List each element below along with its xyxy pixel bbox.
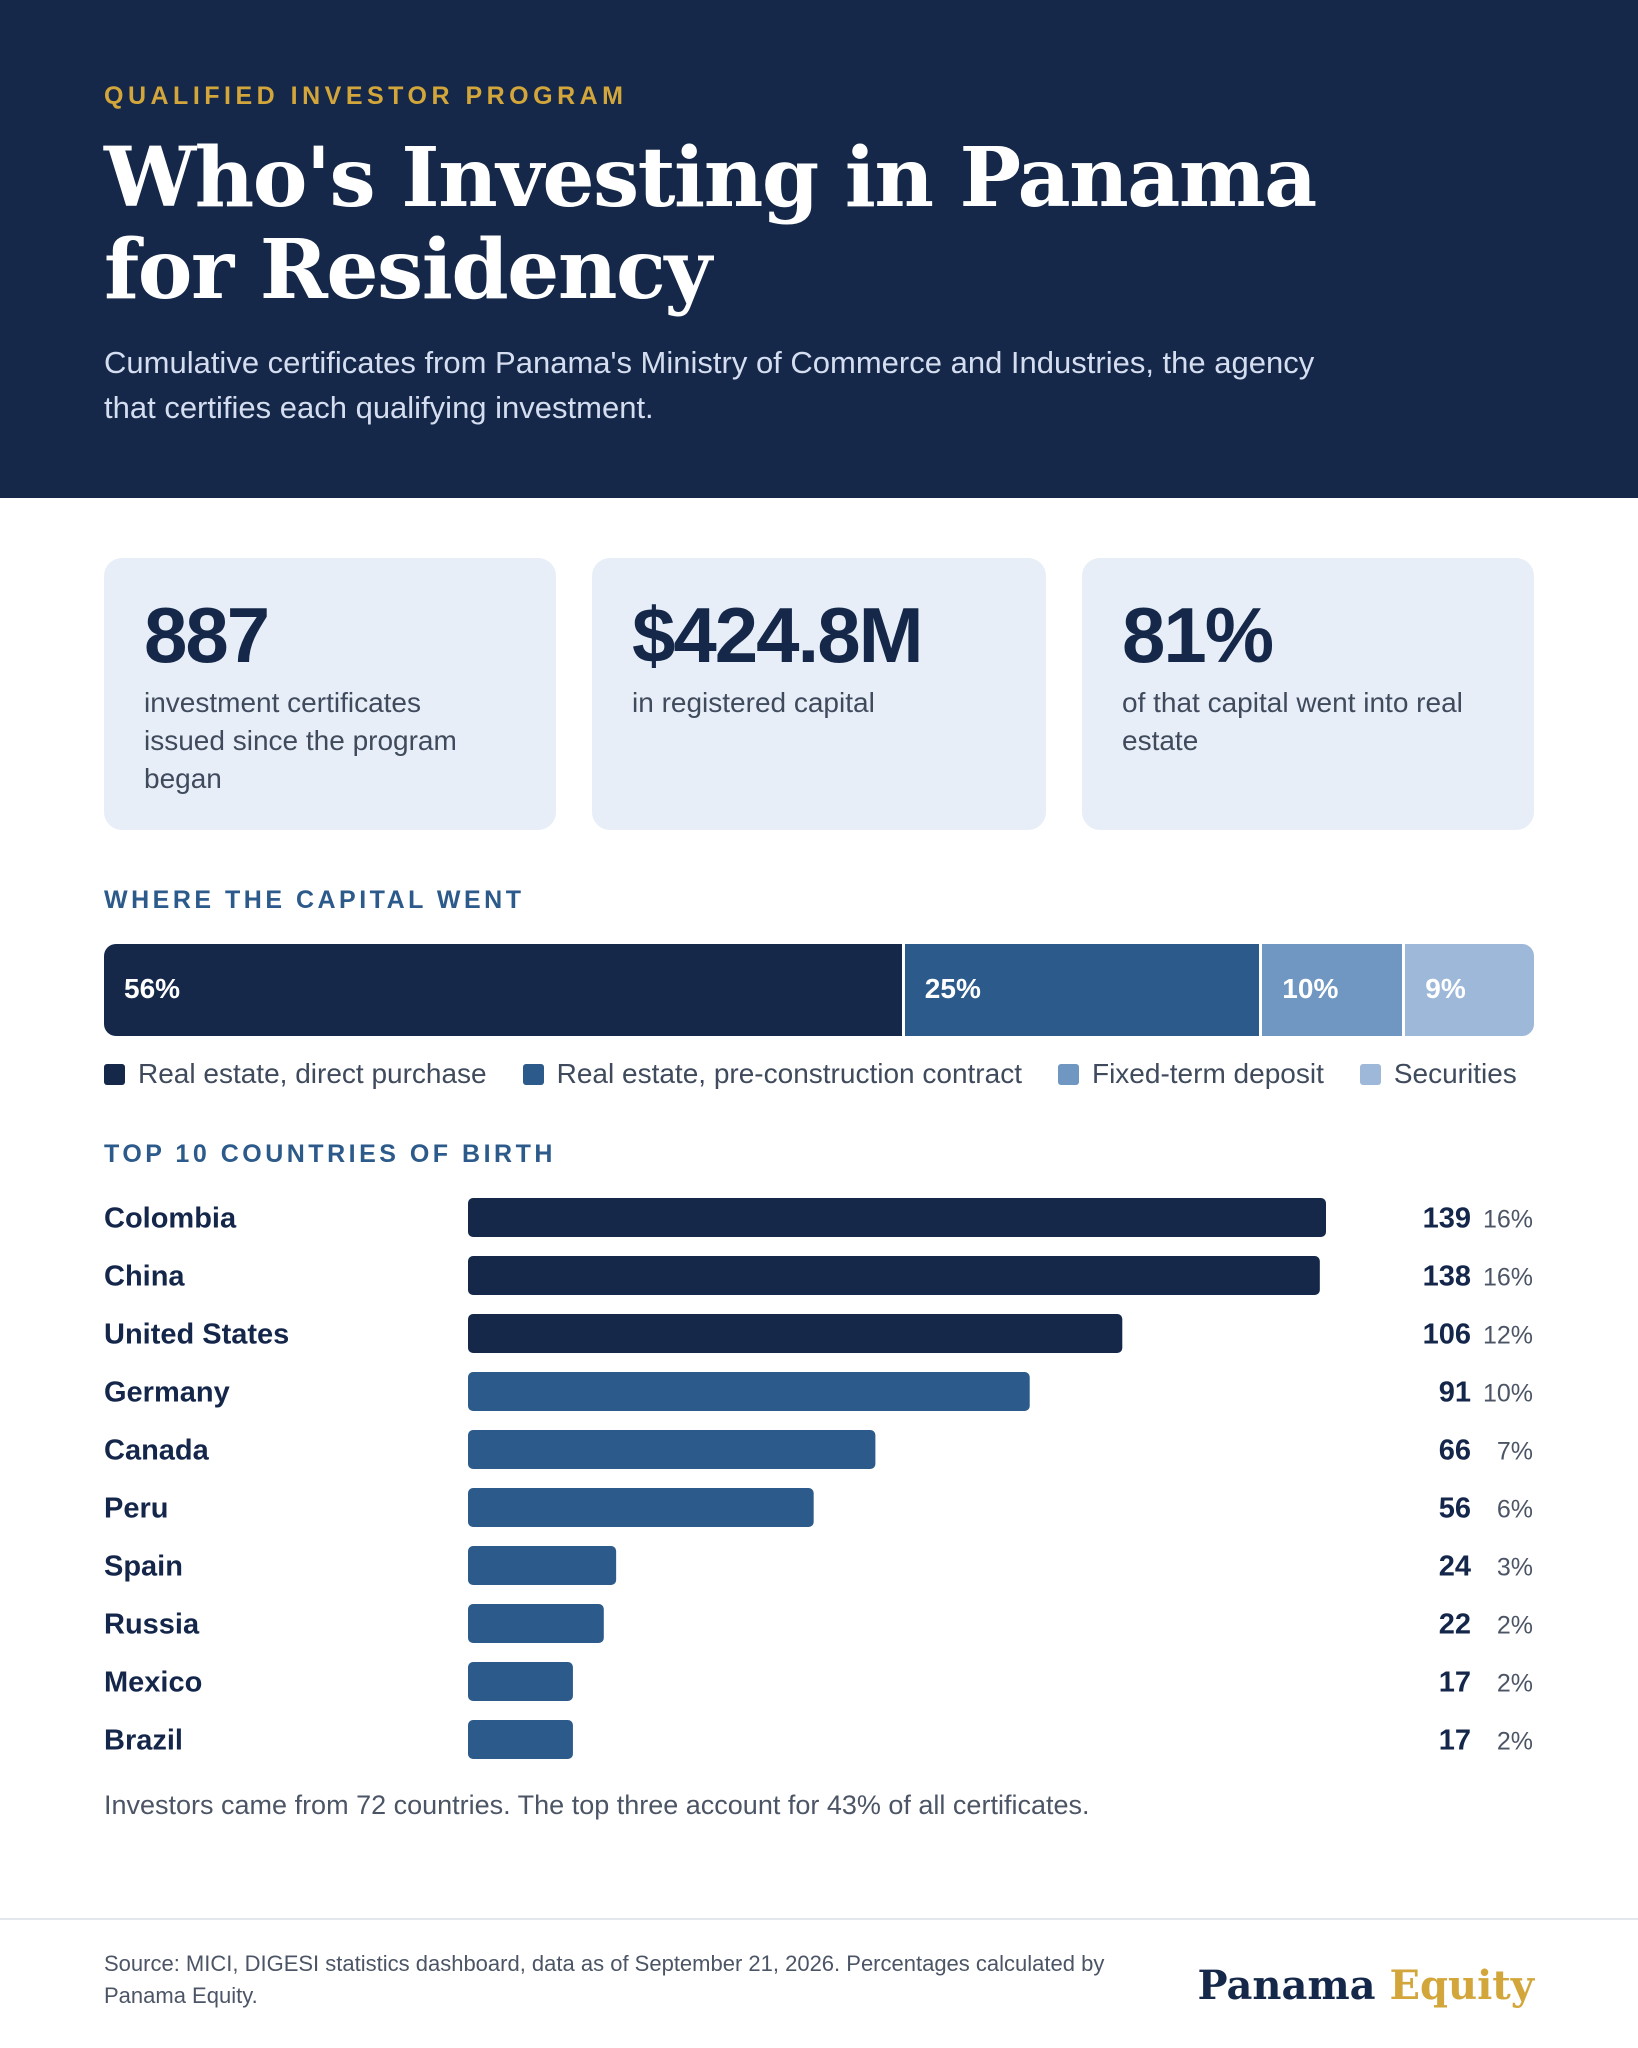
legend-item: Real estate, pre-construction contract bbox=[522, 1058, 1022, 1090]
capital-segment-label: 9% bbox=[1425, 973, 1466, 1004]
country-bar bbox=[468, 1372, 1030, 1411]
stat-card-certificates: 887 investment certificates issued since… bbox=[104, 558, 556, 830]
country-bar bbox=[468, 1662, 573, 1701]
country-label: Brazil bbox=[104, 1725, 183, 1757]
country-percent: 16% bbox=[1483, 1206, 1533, 1234]
stat-label: investment certificates issued since the… bbox=[144, 687, 457, 794]
capital-segment: 9% bbox=[1405, 944, 1534, 1036]
legend-label: Real estate, direct purchase bbox=[138, 1058, 487, 1089]
country-percent: 6% bbox=[1497, 1496, 1533, 1524]
capital-stacked-bar: 56% 25% 10% 9% bbox=[104, 944, 1534, 1036]
country-percent: 12% bbox=[1483, 1322, 1533, 1350]
country-bar bbox=[468, 1256, 1320, 1295]
brand-primary: Panama bbox=[1197, 1962, 1376, 2009]
stat-value: 81% bbox=[1122, 591, 1274, 679]
country-value: 139 bbox=[1423, 1203, 1471, 1235]
legend-swatch bbox=[1359, 1063, 1381, 1085]
country-percent: 7% bbox=[1497, 1438, 1533, 1466]
legend-swatch bbox=[104, 1063, 125, 1085]
stat-card-real-estate-share: 81% of that capital went into real estat… bbox=[1082, 558, 1534, 830]
legend-label: Fixed-term deposit bbox=[1091, 1058, 1324, 1089]
stat-value: $424.8M bbox=[632, 591, 924, 679]
country-label: Mexico bbox=[104, 1667, 202, 1699]
country-label: United States bbox=[104, 1319, 289, 1351]
legend-label: Real estate, pre-construction contract bbox=[556, 1058, 1022, 1089]
country-percent: 2% bbox=[1497, 1670, 1533, 1698]
country-percent: 16% bbox=[1483, 1264, 1533, 1292]
page-subtitle: Cumulative certificates from Panama's Mi… bbox=[104, 345, 1315, 425]
country-label: Colombia bbox=[104, 1203, 237, 1235]
legend-swatch bbox=[522, 1063, 544, 1085]
country-percent: 2% bbox=[1497, 1728, 1533, 1756]
country-value: 91 bbox=[1439, 1377, 1471, 1409]
country-label: Canada bbox=[104, 1435, 210, 1467]
legend-swatch bbox=[1057, 1063, 1079, 1085]
country-bar bbox=[468, 1430, 876, 1469]
country-percent: 3% bbox=[1497, 1554, 1533, 1582]
legend-item: Fixed-term deposit bbox=[1057, 1058, 1324, 1090]
country-value: 66 bbox=[1439, 1435, 1471, 1467]
country-value: 56 bbox=[1439, 1493, 1471, 1525]
country-value: 138 bbox=[1423, 1261, 1471, 1293]
countries-note: Investors came from 72 countries. The to… bbox=[104, 1790, 1090, 1820]
country-value: 24 bbox=[1439, 1551, 1471, 1583]
capital-segment-label: 25% bbox=[924, 973, 981, 1004]
countries-bar-chart: Colombia 139 16% China 138 16% United States 10… bbox=[104, 1198, 1533, 1759]
country-bar bbox=[468, 1488, 814, 1527]
legend-item: Securities bbox=[1359, 1058, 1517, 1090]
stat-label: of that capital went into real estate bbox=[1122, 687, 1463, 756]
brand-logo: Panama Equity bbox=[1197, 1962, 1534, 2009]
capital-segment-label: 10% bbox=[1282, 973, 1339, 1004]
countries-section-title: TOP 10 COUNTRIES OF BIRTH bbox=[104, 1140, 556, 1168]
country-label: China bbox=[104, 1261, 185, 1293]
capital-segment-label: 56% bbox=[124, 973, 181, 1004]
country-bar bbox=[468, 1546, 617, 1585]
country-percent: 10% bbox=[1483, 1380, 1533, 1408]
country-bar bbox=[468, 1198, 1326, 1237]
legend-label: Securities bbox=[1393, 1058, 1517, 1089]
country-label: Russia bbox=[104, 1609, 200, 1641]
country-value: 17 bbox=[1439, 1725, 1471, 1757]
capital-segment: 25% bbox=[904, 944, 1260, 1036]
country-value: 17 bbox=[1439, 1667, 1471, 1699]
country-label: Peru bbox=[104, 1493, 168, 1525]
capital-legend: Real estate, direct purchase Real estate,… bbox=[104, 1058, 1517, 1090]
page-title: Who's Investing in Panama for Residency bbox=[104, 130, 1317, 318]
country-bar bbox=[468, 1314, 1123, 1353]
country-bar bbox=[468, 1720, 573, 1759]
capital-segment: 56% bbox=[104, 944, 902, 1036]
country-value: 22 bbox=[1439, 1609, 1471, 1641]
country-label: Spain bbox=[104, 1551, 183, 1583]
country-bar bbox=[468, 1604, 604, 1643]
country-label: Germany bbox=[104, 1377, 230, 1409]
header-banner: QUALIFIED INVESTOR PROGRAM Who's Investi… bbox=[0, 0, 1638, 498]
brand-accent: Equity bbox=[1389, 1962, 1534, 2009]
capital-segment: 10% bbox=[1262, 944, 1403, 1036]
capital-section-title: WHERE THE CAPITAL WENT bbox=[104, 886, 525, 914]
country-percent: 2% bbox=[1497, 1612, 1533, 1640]
legend-item: Real estate, direct purchase bbox=[104, 1058, 487, 1090]
eyebrow-label: QUALIFIED INVESTOR PROGRAM bbox=[104, 82, 628, 110]
source-note: Source: MICI, DIGESI statistics dashboar… bbox=[104, 1951, 1105, 2008]
footer-divider bbox=[0, 1918, 1638, 1920]
stat-label: in registered capital bbox=[632, 687, 875, 718]
stat-value: 887 bbox=[144, 591, 270, 679]
country-value: 106 bbox=[1423, 1319, 1471, 1351]
stat-card-capital: $424.8M in registered capital bbox=[592, 558, 1046, 830]
